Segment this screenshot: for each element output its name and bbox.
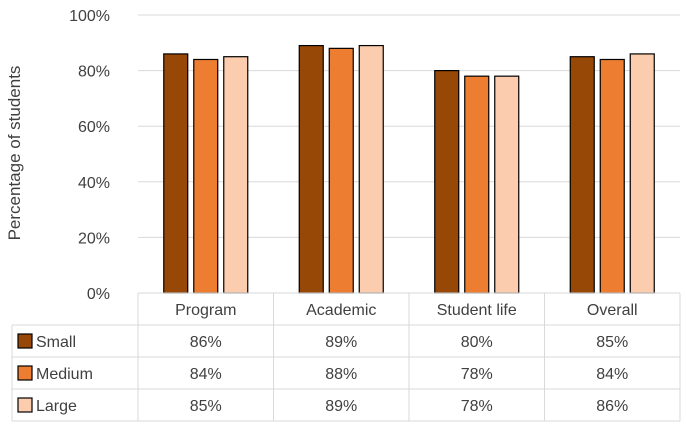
data-label: 85% xyxy=(596,334,628,351)
legend-label: Small xyxy=(36,334,76,351)
category-label: Overall xyxy=(587,302,638,319)
y-tick-label: 80% xyxy=(78,64,110,81)
y-tick-label: 60% xyxy=(78,119,110,136)
y-axis-label: Percentage of students xyxy=(5,66,24,241)
bar-medium-2 xyxy=(464,75,490,294)
bar-small-3 xyxy=(569,56,595,294)
data-label: 89% xyxy=(325,334,357,351)
legend-label: Large xyxy=(36,398,77,415)
category-label: Academic xyxy=(306,302,376,319)
legend-swatch xyxy=(17,365,33,381)
bar-medium-0 xyxy=(193,58,219,294)
data-label: 78% xyxy=(461,366,493,383)
data-label: 89% xyxy=(325,398,357,415)
legend-swatch xyxy=(17,333,33,349)
bar-medium-1 xyxy=(328,47,354,294)
data-label: 80% xyxy=(461,334,493,351)
bar-small-1 xyxy=(298,44,324,294)
data-label: 85% xyxy=(190,398,222,415)
bar-large-1 xyxy=(358,44,384,294)
category-label: Student life xyxy=(437,302,517,319)
data-label: 88% xyxy=(325,366,357,383)
y-axis-ticks: 0% 20% 40% 60% 80% 100% xyxy=(69,8,110,303)
bar-large-0 xyxy=(223,56,249,294)
y-tick-label: 0% xyxy=(87,286,110,303)
bar-small-2 xyxy=(434,69,460,294)
y-tick-label: 20% xyxy=(78,230,110,247)
y-tick-label: 40% xyxy=(78,175,110,192)
data-label: 78% xyxy=(461,398,493,415)
category-label: Program xyxy=(175,302,236,319)
data-label: 84% xyxy=(596,366,628,383)
bar-small-0 xyxy=(163,53,189,294)
data-label: 84% xyxy=(190,366,222,383)
data-table: Program Academic Student life Overall Small 8… xyxy=(11,292,681,422)
legend-swatch xyxy=(17,397,33,413)
bar-medium-3 xyxy=(599,58,625,294)
y-tick-label: 100% xyxy=(69,8,110,25)
data-label: 86% xyxy=(190,334,222,351)
data-label: 86% xyxy=(596,398,628,415)
bar-large-3 xyxy=(629,53,655,294)
legend-label: Medium xyxy=(36,366,93,383)
bar-large-2 xyxy=(494,75,520,294)
bars xyxy=(163,44,655,294)
gridlines xyxy=(138,14,680,238)
